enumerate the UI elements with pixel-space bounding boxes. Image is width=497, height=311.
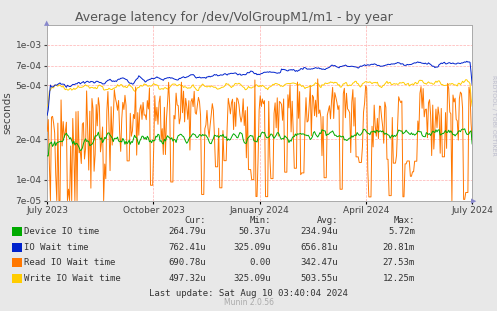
Text: 325.09u: 325.09u [233,274,271,283]
Text: Munin 2.0.56: Munin 2.0.56 [224,298,273,307]
Text: Read IO Wait time: Read IO Wait time [23,258,115,267]
Text: 50.37u: 50.37u [239,227,271,236]
Text: 497.32u: 497.32u [168,274,206,283]
Text: 656.81u: 656.81u [300,243,338,252]
Text: ▶: ▶ [471,198,476,205]
Text: 690.78u: 690.78u [168,258,206,267]
Text: RRDTOOL / TOBI OETIKER: RRDTOOL / TOBI OETIKER [491,75,496,156]
Text: Write IO Wait time: Write IO Wait time [23,274,120,283]
Text: Average latency for /dev/VolGroupM1/m1 - by year: Average latency for /dev/VolGroupM1/m1 -… [75,11,393,24]
Text: 27.53m: 27.53m [383,258,415,267]
Text: 234.94u: 234.94u [300,227,338,236]
Text: 342.47u: 342.47u [300,258,338,267]
Text: 762.41u: 762.41u [168,243,206,252]
Y-axis label: seconds: seconds [3,91,13,134]
Text: 503.55u: 503.55u [300,274,338,283]
Text: 5.72m: 5.72m [388,227,415,236]
Text: Last update: Sat Aug 10 03:40:04 2024: Last update: Sat Aug 10 03:40:04 2024 [149,290,348,298]
Text: Min:: Min: [249,216,271,225]
Text: Avg:: Avg: [317,216,338,225]
Text: Cur:: Cur: [185,216,206,225]
Text: ▲: ▲ [44,20,49,26]
Text: 264.79u: 264.79u [168,227,206,236]
Text: 0.00: 0.00 [249,258,271,267]
Text: 20.81m: 20.81m [383,243,415,252]
Text: Device IO time: Device IO time [23,227,99,236]
Text: IO Wait time: IO Wait time [23,243,88,252]
Text: Max:: Max: [394,216,415,225]
Text: 12.25m: 12.25m [383,274,415,283]
Text: 325.09u: 325.09u [233,243,271,252]
